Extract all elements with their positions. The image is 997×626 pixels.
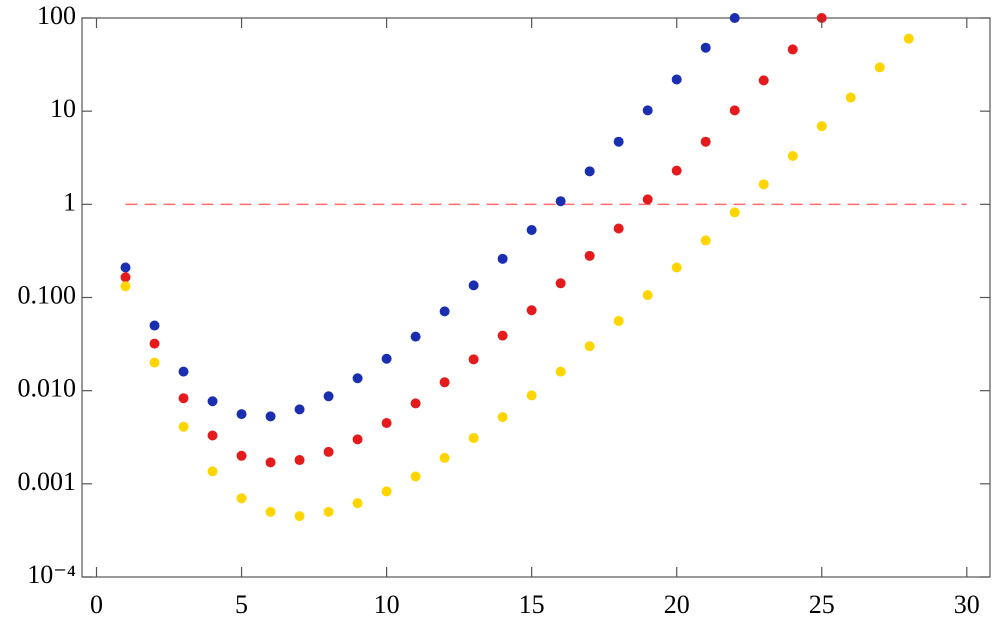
x-tick-label: 30 xyxy=(954,590,980,619)
point xyxy=(149,338,160,349)
point xyxy=(497,253,508,264)
point xyxy=(613,223,624,234)
point xyxy=(845,92,856,103)
point xyxy=(352,498,363,509)
point xyxy=(410,398,421,409)
point xyxy=(700,235,711,246)
x-tick-label: 5 xyxy=(235,590,248,619)
point xyxy=(468,354,479,365)
point xyxy=(265,457,276,468)
point xyxy=(584,250,595,261)
y-tick-label: 0.100 xyxy=(18,280,77,309)
y-tick-label: 0.010 xyxy=(18,374,77,403)
point xyxy=(613,315,624,326)
point xyxy=(294,404,305,415)
point xyxy=(729,207,740,218)
point xyxy=(729,13,740,23)
x-tick-label: 10 xyxy=(374,590,400,619)
x-tick-label: 25 xyxy=(809,590,835,619)
x-tick-label: 0 xyxy=(90,590,103,619)
point xyxy=(120,272,131,283)
point xyxy=(584,166,595,177)
point xyxy=(787,44,798,55)
point xyxy=(758,75,769,86)
point xyxy=(352,373,363,384)
point xyxy=(671,165,682,176)
point xyxy=(178,393,189,404)
plot-area xyxy=(120,13,967,522)
point xyxy=(120,281,131,292)
point xyxy=(439,452,450,463)
point xyxy=(381,486,392,497)
point xyxy=(671,262,682,273)
y-tick-label: 10 xyxy=(50,94,76,123)
point xyxy=(584,341,595,352)
point xyxy=(468,280,479,291)
point xyxy=(439,377,450,388)
point xyxy=(352,434,363,445)
point xyxy=(323,506,334,517)
y-tick-label: 10⁻⁴ xyxy=(27,560,76,589)
point xyxy=(323,446,334,457)
point xyxy=(555,196,566,207)
point xyxy=(294,511,305,522)
point xyxy=(236,493,247,504)
point xyxy=(236,409,247,420)
point xyxy=(178,421,189,432)
point xyxy=(439,306,450,317)
point xyxy=(555,366,566,377)
point xyxy=(178,366,189,377)
plot-frame xyxy=(81,17,991,578)
x-tick-label: 20 xyxy=(664,590,690,619)
point xyxy=(526,225,537,236)
point xyxy=(120,262,131,273)
point xyxy=(294,455,305,466)
point xyxy=(207,396,218,407)
point xyxy=(381,417,392,428)
point xyxy=(497,330,508,341)
point xyxy=(816,121,827,132)
point xyxy=(642,290,653,301)
point xyxy=(642,105,653,116)
y-tick-label: 100 xyxy=(37,1,76,30)
point xyxy=(787,151,798,162)
point xyxy=(729,105,740,116)
point xyxy=(410,471,421,482)
y-tick-label: 1 xyxy=(63,187,76,216)
point xyxy=(236,450,247,461)
point xyxy=(381,353,392,364)
point xyxy=(207,466,218,477)
point xyxy=(410,331,421,342)
point xyxy=(642,194,653,205)
point xyxy=(700,42,711,53)
point xyxy=(149,357,160,368)
point xyxy=(526,305,537,316)
point xyxy=(671,74,682,85)
point xyxy=(323,391,334,402)
point xyxy=(555,278,566,289)
point xyxy=(265,411,276,422)
x-tick-label: 15 xyxy=(519,590,545,619)
point xyxy=(468,433,479,444)
point xyxy=(758,179,769,190)
point xyxy=(207,430,218,441)
point xyxy=(700,136,711,147)
point xyxy=(874,62,885,73)
y-tick-label: 0.001 xyxy=(18,467,77,496)
point xyxy=(497,412,508,423)
point xyxy=(613,136,624,147)
point xyxy=(526,390,537,401)
point xyxy=(149,320,160,331)
point xyxy=(265,506,276,517)
point xyxy=(903,33,914,44)
